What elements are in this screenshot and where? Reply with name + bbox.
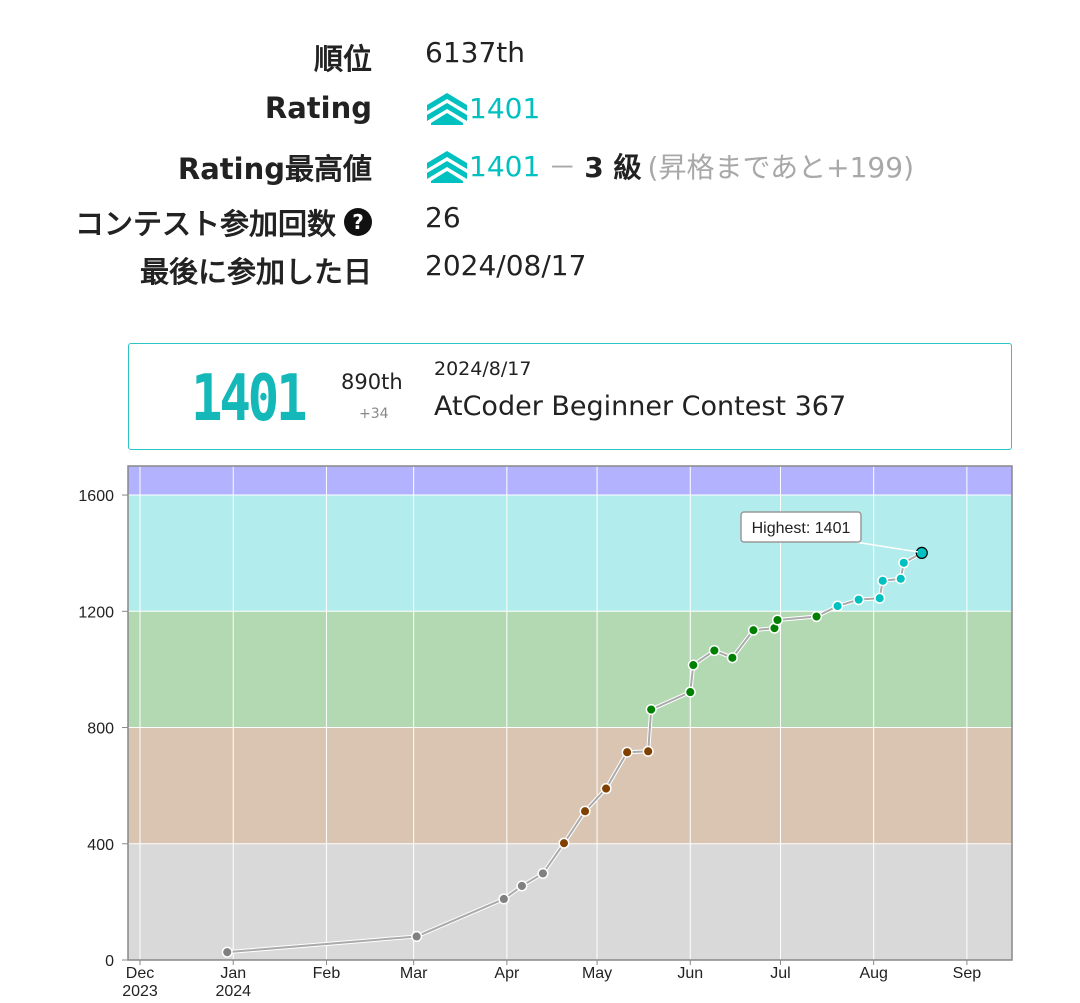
y-tick-label: 800 xyxy=(87,721,114,738)
rating-band-2 xyxy=(128,611,1012,728)
highest-rating-point[interactable] xyxy=(915,546,928,559)
last-row: 最後に参加した日 2024/08/17 xyxy=(0,243,1080,293)
rating-point[interactable] xyxy=(708,644,720,657)
x-tick-label: Mar xyxy=(400,965,428,982)
highest-callout-line xyxy=(854,541,918,553)
x-tick-label: Feb xyxy=(313,965,341,982)
highest-value: 1401 xyxy=(469,149,541,183)
x-tick-label: Sep xyxy=(953,965,982,982)
contests-label: コンテスト参加回数 xyxy=(74,207,336,241)
rating-point[interactable] xyxy=(645,703,657,716)
rank-row: 順位 6137th xyxy=(0,30,1080,80)
contests-row: コンテスト参加回数 ? 26 xyxy=(0,195,1080,245)
rating-point[interactable] xyxy=(579,805,591,817)
card-rating: 1401 xyxy=(191,362,308,436)
promotion-note: (昇格まであと+199) xyxy=(647,151,914,184)
x-tick-sublabel: 2023 xyxy=(122,983,158,1000)
question-circle-icon[interactable]: ? xyxy=(344,208,372,236)
highest-label: Rating最高値 xyxy=(177,152,372,186)
x-tick-label: May xyxy=(582,965,612,982)
rating-point[interactable] xyxy=(687,659,699,671)
y-tick-label: 1600 xyxy=(78,488,114,505)
x-tick-label: Jul xyxy=(770,965,790,982)
highest-callout-label: Highest: 1401 xyxy=(752,520,851,537)
rating-point[interactable] xyxy=(537,867,549,879)
highest-callout-box xyxy=(740,511,862,543)
rank-chevron-icon xyxy=(427,151,467,183)
contests-value: 26 xyxy=(425,201,461,234)
rating-point[interactable] xyxy=(811,610,823,623)
y-tick-label: 1200 xyxy=(78,604,114,621)
y-tick-label: 0 xyxy=(105,953,114,970)
rating-point[interactable] xyxy=(221,946,233,958)
last-label: 最後に参加した日 xyxy=(139,255,372,289)
rating-point[interactable] xyxy=(558,837,570,849)
rating-point[interactable] xyxy=(874,592,886,604)
rating-band-0 xyxy=(128,843,1012,960)
rating-point[interactable] xyxy=(771,614,784,626)
contests-label-wrap: コンテスト参加回数 ? xyxy=(75,201,372,243)
kyu-value: 3 級 xyxy=(584,151,642,184)
x-tick-label: Aug xyxy=(859,965,887,982)
highest-separator: － xyxy=(548,151,577,184)
card-delta: +34 xyxy=(359,406,389,422)
rating-point[interactable] xyxy=(832,600,844,612)
rating-point[interactable] xyxy=(621,746,633,758)
y-tick-label: 400 xyxy=(87,837,114,854)
x-tick-label: Dec xyxy=(126,965,154,982)
rating-point[interactable] xyxy=(726,652,738,664)
plot-frame xyxy=(127,465,1013,961)
rating-band-3 xyxy=(128,495,1012,612)
rank-label: 順位 xyxy=(313,42,372,76)
rating-band-4 xyxy=(128,466,1012,496)
rating-point[interactable] xyxy=(600,783,612,795)
rating-band-1 xyxy=(128,727,1012,844)
rating-point[interactable] xyxy=(877,575,889,587)
last-value: 2024/08/17 xyxy=(425,249,587,282)
rating-row: Rating 1401 xyxy=(0,85,1080,135)
rank-chevron-icon xyxy=(427,93,467,125)
highest-value-wrap: 1401 － 3 級 (昇格まであと+199) xyxy=(425,146,914,186)
card-contest-name[interactable]: AtCoder Beginner Contest 367 xyxy=(434,391,847,422)
x-tick-label: Jan xyxy=(220,965,246,982)
card-date: 2024/8/17 xyxy=(434,358,532,380)
rating-point[interactable] xyxy=(684,686,696,698)
rating-point[interactable] xyxy=(853,594,865,606)
rating-value-wrap: 1401 xyxy=(425,91,540,125)
contest-status-card: 1401 890th +34 2024/8/17 AtCoder Beginne… xyxy=(128,343,1012,450)
rank-value: 6137th xyxy=(425,36,525,69)
rating-point[interactable] xyxy=(895,573,907,585)
rating-point[interactable] xyxy=(747,624,759,636)
rating-value: 1401 xyxy=(469,91,541,125)
x-tick-label: Jun xyxy=(677,965,703,982)
x-tick-label: Apr xyxy=(494,965,520,982)
rating-point[interactable] xyxy=(642,745,654,757)
x-tick-sublabel: 2024 xyxy=(215,983,251,1000)
highest-row: Rating最高値 1401 － 3 級 (昇格まであと+199) xyxy=(0,140,1080,190)
rating-point[interactable] xyxy=(498,893,510,905)
rating-point[interactable] xyxy=(411,930,423,943)
rating-label: Rating xyxy=(264,91,372,125)
card-place: 890th xyxy=(341,370,403,394)
rating-point[interactable] xyxy=(516,880,528,892)
rating-point[interactable] xyxy=(898,557,910,569)
